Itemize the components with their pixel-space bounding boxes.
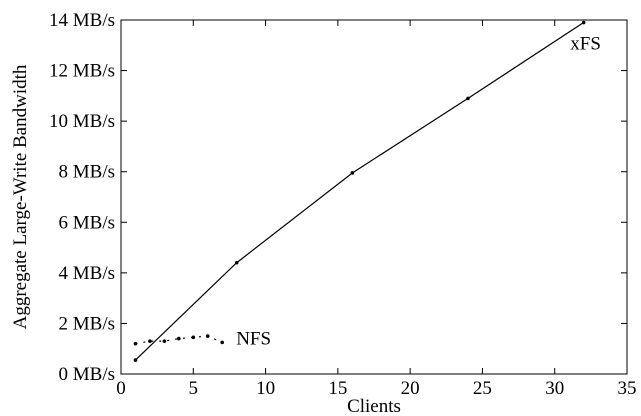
nfs-data-point <box>205 334 210 338</box>
nfs-series-label: NFS <box>236 328 271 349</box>
xfs-data-point <box>581 20 586 25</box>
x-tick-label: 15 <box>328 378 347 399</box>
x-tick-label: 0 <box>116 378 126 399</box>
y-tick-label: 0 MB/s <box>59 364 116 385</box>
x-tick-label: 30 <box>545 378 564 399</box>
nfs-data-point <box>177 336 181 341</box>
xfs-data-point <box>133 358 138 362</box>
y-tick-label: 14 MB/s <box>49 10 115 31</box>
y-tick-label: 12 MB/s <box>49 61 115 82</box>
x-axis: 0 5 10 15 20 25 30 35 <box>116 20 637 399</box>
nfs-data-point <box>191 335 196 340</box>
x-tick-label: 20 <box>401 378 420 399</box>
xfs-series-line <box>135 22 584 361</box>
y-tick-label: 4 MB/s <box>59 263 116 284</box>
xfs-data-point <box>466 96 470 101</box>
y-tick-label: 2 MB/s <box>59 313 116 334</box>
x-tick-label: 35 <box>618 378 637 399</box>
x-tick-label: 5 <box>189 378 199 399</box>
x-tick-label: 25 <box>473 378 492 399</box>
nfs-data-point <box>162 339 167 343</box>
xfs-series-label: xFS <box>570 34 601 55</box>
series-layer: xFS NFS <box>133 20 601 362</box>
nfs-data-point <box>133 341 138 346</box>
y-tick-label: 8 MB/s <box>59 162 116 183</box>
x-axis-title: Clients <box>347 396 401 416</box>
y-tick-label: 6 MB/s <box>59 212 116 233</box>
nfs-data-point <box>220 340 224 345</box>
nfs-data-point <box>148 339 152 343</box>
y-axis: 0 MB/s 2 MB/s 4 MB/s 6 MB/s 8 MB/s 10 MB/s 12 … <box>49 10 627 385</box>
plot-area-frame <box>120 19 628 375</box>
x-tick-label: 10 <box>256 378 275 399</box>
xfs-data-point <box>234 260 239 265</box>
y-tick-label: 10 MB/s <box>49 111 115 132</box>
y-axis-title: Aggregate Large-Write Bandwidth <box>10 64 31 329</box>
xfs-data-point <box>350 171 355 175</box>
